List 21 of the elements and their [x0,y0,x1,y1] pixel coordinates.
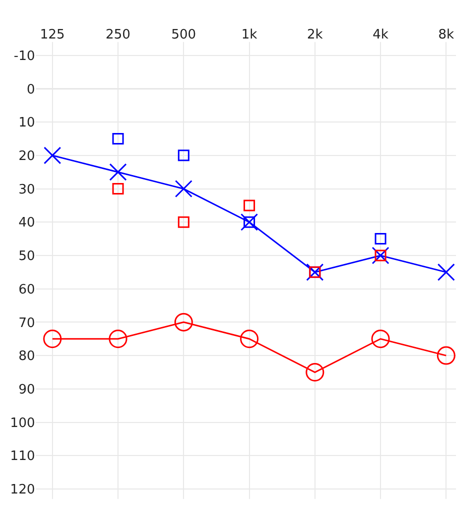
y-tick-label: 80 [18,349,35,364]
x-tick-label: 250 [106,27,130,42]
x-tick-label: 1k [241,27,258,42]
y-tick-label: 10 [18,116,35,131]
x-tick-label: 8k [438,27,455,42]
x-tick-label: 500 [171,27,196,42]
y-tick-label: 50 [18,249,35,264]
y-tick-label: 40 [18,216,35,231]
y-tick-label: 70 [18,316,35,331]
x-tick-label: 2k [307,27,324,42]
y-tick-label: 90 [18,382,35,398]
y-tick-label: 110 [10,449,35,464]
y-tick-label: 0 [26,82,35,98]
y-tick-label: 20 [18,148,35,164]
y-tick-label: 120 [10,482,35,498]
y-tick-label: -10 [14,48,35,64]
x-tick-label: 125 [40,27,65,42]
y-tick-label: 30 [18,182,35,198]
y-tick-label: 60 [18,282,35,298]
x-tick-label: 4k [372,27,389,42]
y-tick-label: 100 [10,416,35,431]
